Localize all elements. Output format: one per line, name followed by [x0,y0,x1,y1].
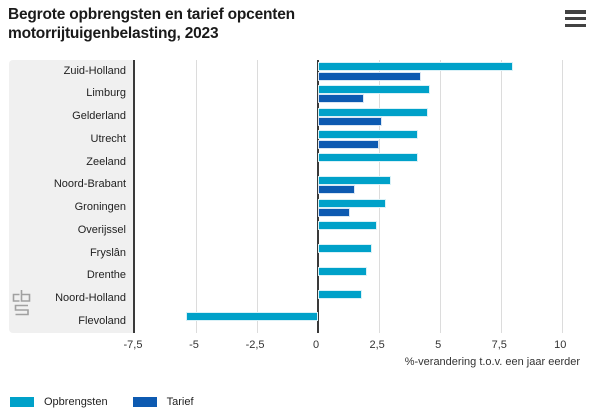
category-label-fryslan: Fryslân [89,246,126,259]
bar-opbrengsten-zuid-holland[interactable] [318,62,514,71]
category-label-drenthe: Drenthe [86,269,126,282]
bar-opbrengsten-utrecht[interactable] [318,130,419,140]
category-label-zuid-holland: Zuid-Holland [63,64,126,77]
x-tick-label: -5 [189,339,199,351]
category-label-zeeland: Zeeland [86,155,126,168]
legend-item-tarief[interactable]: Tarief [132,396,194,408]
legend-item-opbrengsten[interactable]: Opbrengsten [10,396,108,408]
bar-opbrengsten-groningen[interactable] [318,198,387,208]
hamburger-icon [565,16,586,21]
x-tick-label: 5 [435,339,442,351]
bar-opbrengsten-zeeland[interactable] [318,153,419,162]
chart-menu-button[interactable] [565,10,586,27]
x-axis-title: %-verandering t.o.v. een jaar eerder [404,356,580,368]
x-tick-label: 10 [554,339,567,351]
gridline [257,60,259,333]
category-label-flevoland: Flevoland [78,314,126,327]
gridline [501,60,503,333]
chart-title-line2: motorrijtuigenbelasting, 2023 [8,25,219,42]
gridline [562,60,564,333]
zero-axis-line [317,60,320,333]
x-tick-label: -2,5 [245,339,265,351]
hamburger-icon [565,23,586,27]
legend-label-tarief: Tarief [166,396,194,408]
bar-opbrengsten-noord-brabant[interactable] [318,175,392,185]
legend-swatch-opbrengsten [10,397,34,407]
bar-opbrengsten-overijssel[interactable] [318,221,377,231]
category-label-overijssel: Overijssel [77,223,126,236]
category-label-utrecht: Utrecht [90,132,126,145]
legend-label-opbrengsten: Opbrengsten [44,396,108,408]
bar-opbrengsten-gelderland[interactable] [318,107,428,117]
legend: Opbrengsten Tarief [10,396,194,408]
x-tick-label: 7,5 [491,339,507,351]
category-label-groningen: Groningen [74,201,126,213]
x-axis-ticks: -7,5 -5 -2,5 0 2,5 5 7,5 10 [0,339,600,353]
bar-tarief-utrecht[interactable] [318,139,380,149]
plot-area [133,60,592,333]
bar-tarief-zuid-holland[interactable] [318,71,421,81]
legend-swatch-tarief [132,397,157,407]
gridline [440,60,442,333]
chart-title-line1: Begrote opbrengsten en tarief opcenten [8,6,295,23]
bar-tarief-noord-brabant[interactable] [318,185,355,195]
bar-tarief-limburg[interactable] [318,94,365,104]
bar-opbrengsten-fryslan[interactable] [318,244,372,253]
chart-title: Begrote opbrengsten en tarief opcenten m… [8,5,295,43]
hamburger-icon [565,10,586,14]
bar-opbrengsten-drenthe[interactable] [318,266,367,276]
category-label-noord-holland: Noord-Holland [55,292,126,304]
cbs-logo-icon [12,290,31,316]
bar-opbrengsten-flevoland[interactable] [186,312,319,322]
bar-opbrengsten-noord-holland[interactable] [318,289,363,299]
bar-opbrengsten-limburg[interactable] [318,84,431,94]
x-tick-label: 0 [313,339,320,351]
x-tick-label: 2,5 [369,339,385,351]
bar-tarief-groningen[interactable] [318,208,350,217]
gridline [379,60,381,333]
category-label-gelderland: Gelderland [72,110,126,122]
category-label-limburg: Limburg [86,87,126,100]
category-label-noord-brabant: Noord-Brabant [53,178,126,191]
bar-tarief-gelderland[interactable] [318,117,382,126]
category-panel: Zuid-Holland Limburg Gelderland Utrecht Zeel… [9,60,133,333]
gridline [196,60,198,333]
x-tick-label: -7,5 [123,339,143,351]
